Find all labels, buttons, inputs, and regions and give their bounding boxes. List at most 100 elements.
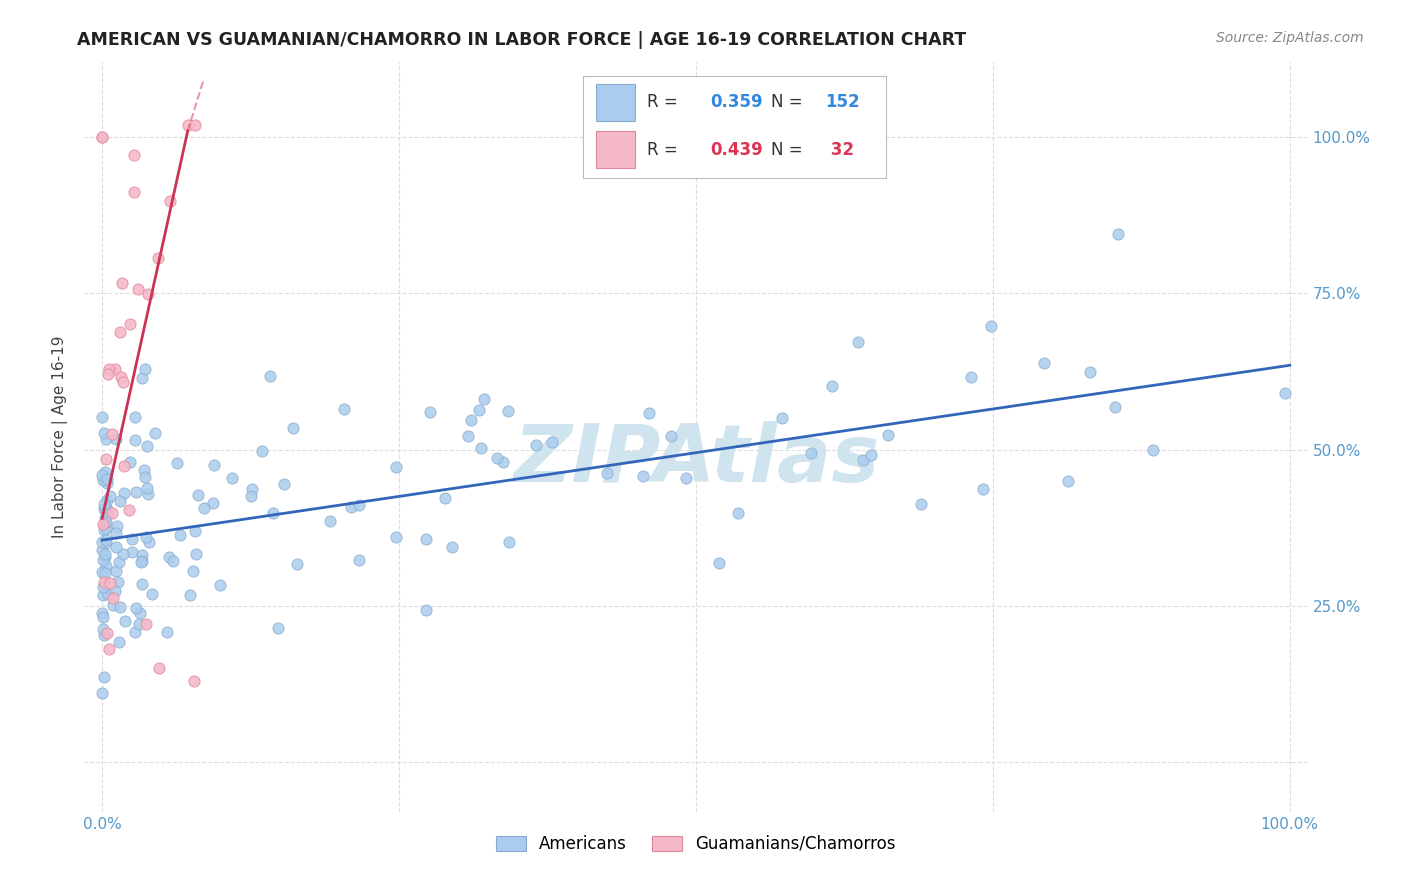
Point	[107, 556, 129, 570]
Point	[124, 434, 146, 448]
Point	[333, 402, 356, 417]
Point	[91, 473, 114, 487]
Text: Source: ZipAtlas.com: Source: ZipAtlas.com	[1216, 31, 1364, 45]
Point	[104, 584, 127, 599]
Text: 32: 32	[825, 141, 855, 159]
Point	[91, 580, 114, 594]
Point	[541, 435, 564, 450]
Point	[93, 588, 115, 602]
Point	[467, 403, 489, 417]
Point	[675, 471, 697, 485]
Point	[877, 428, 900, 442]
Point	[108, 634, 131, 648]
Text: 152: 152	[825, 94, 860, 112]
Point	[98, 361, 121, 376]
Point	[96, 507, 118, 521]
Point	[91, 130, 114, 145]
Point	[631, 468, 654, 483]
Text: N =: N =	[770, 94, 808, 112]
Point	[146, 251, 169, 265]
Point	[1104, 400, 1126, 414]
Point	[128, 616, 150, 631]
Point	[94, 465, 117, 479]
Point	[91, 535, 114, 549]
Point	[349, 498, 371, 512]
Point	[121, 532, 143, 546]
Point	[202, 458, 225, 472]
Point	[972, 482, 994, 496]
Point	[419, 405, 441, 419]
Point	[120, 455, 142, 469]
Point	[101, 591, 124, 606]
Point	[108, 325, 131, 339]
Point	[183, 673, 205, 688]
Point	[434, 491, 457, 505]
Point	[340, 500, 363, 514]
Point	[131, 548, 153, 562]
Point	[859, 448, 882, 462]
Point	[91, 553, 114, 567]
Point	[93, 670, 115, 684]
Point	[524, 438, 547, 452]
Point	[96, 559, 118, 574]
Point	[108, 494, 131, 508]
Point	[135, 530, 157, 544]
Point	[129, 606, 152, 620]
Point	[125, 485, 148, 500]
Point	[319, 514, 342, 528]
Text: N =: N =	[770, 141, 808, 159]
FancyBboxPatch shape	[596, 84, 636, 121]
Point	[94, 536, 117, 550]
Point	[121, 545, 143, 559]
Point	[91, 565, 114, 579]
Point	[94, 515, 117, 529]
Point	[103, 362, 125, 376]
Point	[138, 287, 160, 301]
Point	[93, 510, 115, 524]
Point	[273, 476, 295, 491]
Point	[770, 411, 793, 425]
Point	[105, 540, 128, 554]
Point	[110, 276, 132, 290]
Point	[107, 575, 129, 590]
Point	[498, 535, 520, 549]
Point	[100, 506, 122, 520]
Point	[138, 535, 160, 549]
Point	[94, 533, 117, 547]
Point	[143, 425, 166, 440]
Point	[124, 624, 146, 639]
Point	[492, 455, 515, 469]
Point	[135, 439, 157, 453]
Point	[1032, 356, 1054, 370]
Point	[103, 599, 125, 613]
Point	[1057, 474, 1080, 488]
Point	[162, 554, 184, 568]
Point	[91, 130, 114, 145]
Point	[98, 641, 121, 656]
Point	[97, 587, 120, 601]
Point	[108, 599, 131, 614]
Point	[457, 429, 479, 443]
Point	[129, 555, 152, 569]
Point	[415, 532, 437, 546]
Point	[93, 566, 115, 581]
Point	[98, 576, 121, 591]
Point	[127, 282, 149, 296]
Point	[250, 444, 273, 458]
Point	[94, 547, 117, 561]
Point	[114, 614, 136, 628]
Point	[91, 467, 114, 482]
Legend: Americans, Guamanians/Chamorros: Americans, Guamanians/Chamorros	[489, 829, 903, 860]
Point	[125, 601, 148, 615]
Point	[112, 485, 135, 500]
Text: R =: R =	[647, 94, 683, 112]
Point	[105, 564, 128, 578]
Point	[91, 516, 114, 531]
Point	[181, 565, 204, 579]
Point	[800, 445, 823, 459]
Point	[111, 547, 134, 561]
Point	[96, 472, 118, 486]
Point	[104, 525, 127, 540]
Point	[118, 503, 141, 517]
Point	[852, 453, 875, 467]
